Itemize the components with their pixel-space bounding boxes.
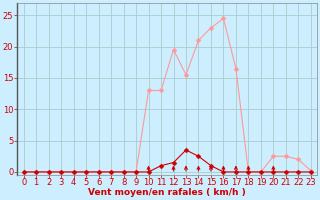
X-axis label: Vent moyen/en rafales ( km/h ): Vent moyen/en rafales ( km/h ) — [88, 188, 246, 197]
